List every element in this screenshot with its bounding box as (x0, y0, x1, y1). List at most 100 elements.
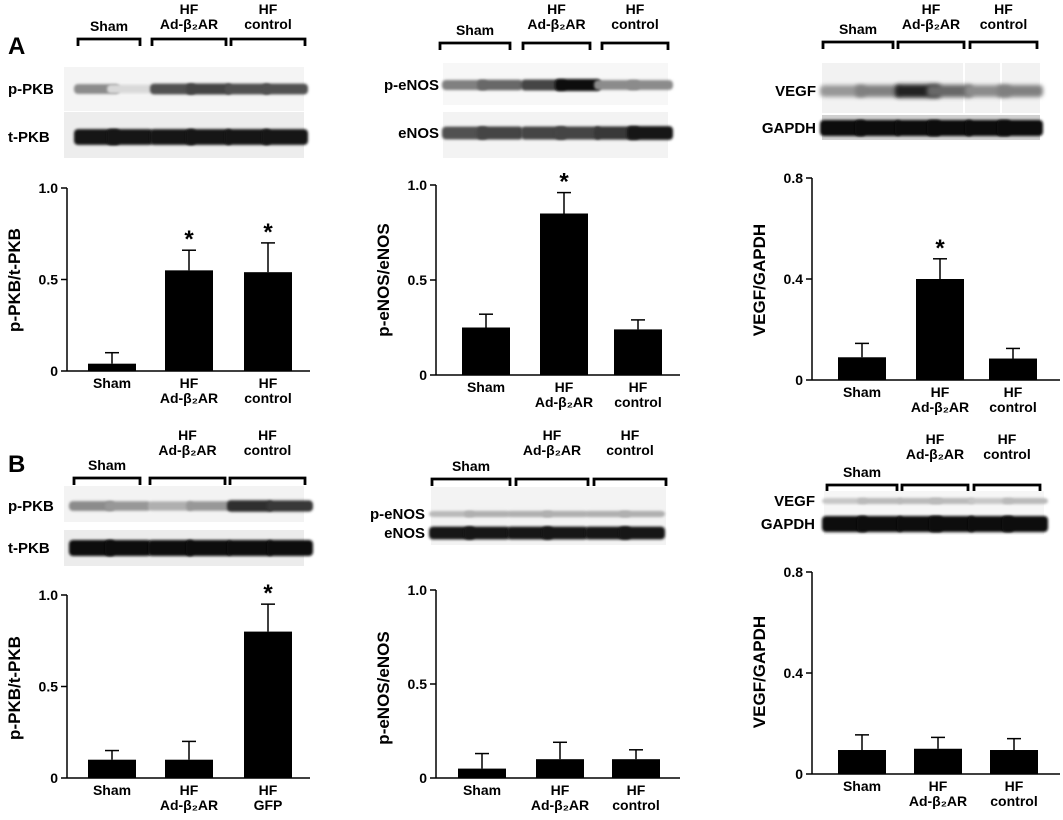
blot-a-vegf-vegf-band (997, 85, 1043, 97)
category-label: HF (551, 782, 570, 798)
blot-a-pkb-t-pkb-band (186, 129, 232, 145)
y-tick-label: 0.5 (408, 272, 428, 288)
blot-a-pkb-p-pkb-band (107, 84, 153, 94)
category-label: control (244, 390, 291, 406)
blot-a-vegf-header-control-line2: control (980, 16, 1027, 32)
bar (612, 759, 660, 778)
blot-a-pkb-header-ad-line2: Ad-β₂AR (160, 16, 218, 32)
blot-b-enos-enos-band (619, 526, 665, 540)
bar (165, 270, 213, 371)
blot-a-enos-enos-band (477, 126, 523, 140)
y-axis-label: VEGF/GAPDH (750, 616, 769, 728)
blot-a-vegf-gapdh-band (820, 120, 866, 136)
y-tick-label: 1.0 (408, 177, 428, 193)
y-tick-label: 0 (50, 770, 58, 786)
blot-b-vegf-vegf-band (822, 498, 868, 504)
blot-a-enos-p-enos-band (627, 80, 673, 90)
blot-b-pkb-header-control-line2: control (244, 442, 291, 458)
y-tick-label: 0 (50, 363, 58, 379)
y-tick-label: 0.8 (784, 170, 804, 186)
blot-b-enos-p-enos-band (429, 511, 475, 517)
blot-b-vegf-gapdh-band (822, 516, 868, 532)
blot-b-vegf-bracket-sham (825, 483, 899, 492)
category-label: HF (627, 782, 646, 798)
category-label: HF (555, 379, 574, 395)
blot-a-enos-p-enos-band (555, 79, 601, 91)
category-label: Sham (93, 375, 131, 391)
blot-a-enos-header-ad-line1: HF (547, 1, 566, 17)
blot-a-vegf-bracket-sham (821, 40, 895, 49)
blot-a-pkb-t-pkb-band (225, 129, 271, 145)
bar (165, 759, 213, 778)
category-label: GFP (254, 797, 283, 813)
blot-a-vegf-header-sham: Sham (839, 21, 877, 37)
y-axis-label: p-eNOS/eNOS (374, 631, 393, 744)
bar (989, 358, 1037, 380)
blot-b-vegf-row-label-vegf: VEGF (774, 493, 815, 510)
y-tick-label: 1.0 (39, 180, 59, 196)
blot-b-enos-p-enos-band (464, 510, 510, 518)
blot-a-enos-enos-band (555, 126, 601, 140)
category-label: Ad-β₂AR (160, 797, 218, 813)
category-label: HF (259, 782, 278, 798)
blot-a-vegf-bracket-control (968, 40, 1039, 49)
blot-b-pkb-bracket-control (228, 476, 307, 485)
bar (88, 363, 136, 371)
blot-b-enos-p-enos-band (507, 510, 553, 518)
bar (244, 272, 292, 371)
blot-a-pkb-header-sham: Sham (90, 18, 128, 34)
blot-b-pkb-header-sham: Sham (88, 457, 126, 473)
y-tick-label: 0.4 (784, 271, 804, 287)
category-label: Ad-β₂AR (911, 399, 969, 415)
blot-a-vegf-row-label-vegf: VEGF (775, 83, 816, 100)
bar (914, 748, 962, 774)
category-label: HF (629, 379, 648, 395)
blot-a-pkb-p-pkb-band (225, 83, 271, 95)
category-label: Sham (843, 384, 881, 400)
panel-label-b: B (8, 451, 25, 478)
blot-b-pkb-p-pkb-band (69, 501, 115, 511)
category-label: control (614, 394, 661, 410)
category-label: Sham (467, 379, 505, 395)
category-label: HF (180, 782, 199, 798)
category-label: Sham (843, 778, 881, 794)
category-label: Ad-β₂AR (909, 793, 967, 809)
blot-b-pkb-p-pkb-band (148, 501, 194, 511)
blot-a-pkb-header-control-line1: HF (259, 1, 278, 17)
y-tick-label: 0.5 (39, 679, 59, 695)
bar (838, 357, 886, 380)
blot-b-enos-header-ad-line2: Ad-β₂AR (523, 442, 581, 458)
blot-a-vegf-header-ad-line1: HF (922, 1, 941, 17)
blot-b-vegf-header-ad-line1: HF (926, 431, 945, 447)
blot-b-vegf-header-sham: Sham (843, 464, 881, 480)
blot-a-pkb-t-pkb-band (262, 129, 308, 145)
blot-b-vegf-header-control-line2: control (983, 446, 1030, 462)
blot-b-vegf-vegf-band (1002, 498, 1048, 504)
category-label: Ad-β₂AR (535, 394, 593, 410)
blot-b-enos-bracket-control (592, 477, 668, 486)
blot-b-pkb-p-pkb-band (227, 500, 273, 512)
blot-a-vegf-header-ad-line2: Ad-β₂AR (902, 16, 960, 32)
blot-a-enos-bracket-ad (521, 41, 592, 50)
blot-a-enos-header-control-line2: control (611, 16, 658, 32)
category-label: Ad-β₂AR (160, 390, 218, 406)
category-label: HF (259, 375, 278, 391)
category-label: HF (929, 778, 948, 794)
significance-marker: * (263, 580, 273, 607)
blot-a-vegf-gapdh-band (855, 120, 901, 136)
category-label: HF (931, 384, 950, 400)
blot-a-pkb-bracket-sham (76, 37, 142, 46)
blot-a-vegf-bracket-ad (896, 40, 966, 49)
blot-b-vegf-vegf-band (857, 498, 903, 504)
blot-a-enos-bracket-sham (438, 41, 512, 50)
y-tick-label: 0.5 (39, 272, 59, 288)
blot-a-pkb-p-pkb-band (262, 83, 308, 95)
y-axis-label: p-PKB/t-PKB (5, 636, 24, 740)
y-tick-label: 0 (795, 372, 803, 388)
blot-a-pkb-bracket-ad (150, 37, 228, 46)
blot-a-enos-header-sham: Sham (456, 22, 494, 38)
blot-b-pkb-t-pkb-band (186, 540, 232, 556)
blot-b-pkb-t-pkb-band (267, 540, 313, 556)
blot-b-pkb-bracket-ad (148, 476, 227, 485)
